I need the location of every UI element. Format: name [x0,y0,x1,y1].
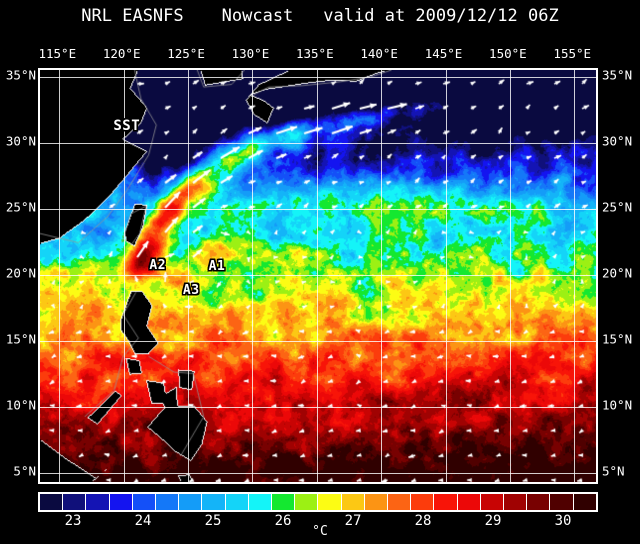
colorbar-cell [295,494,319,510]
title-validity: valid at 2009/12/12 06Z [323,6,559,26]
lon-tick-label: 125°E [167,46,205,61]
lat-tick-label-right: 5°N [602,463,625,479]
colorbar-tick-label: 24 [134,513,152,529]
lon-tick-label: 150°E [489,46,527,61]
colorbar-cell [179,494,203,510]
colorbar-cell [248,494,273,510]
colorbar-cell [63,494,87,510]
colorbar-cell [225,494,249,510]
colorbar[interactable] [38,492,598,512]
colorbar-cell [550,494,574,510]
colorbar-tick-label: 27 [344,513,362,529]
lat-tick-label-left: 35°N [5,67,36,83]
colorbar-tick-label: 23 [64,513,82,529]
lat-tick-label-left: 30°N [5,133,36,149]
colorbar-cell [388,494,412,510]
colorbar-cell [156,494,180,510]
page-title: NRL EASNFS Nowcast valid at 2009/12/12 06Z [0,6,640,26]
colorbar-cell [109,494,133,510]
lon-tick-label: 155°E [553,46,592,61]
title-product: Nowcast [221,6,294,26]
colorbar-tick-label: 25 [204,513,222,529]
colorbar-tick-label: 29 [484,513,502,529]
colorbar-cell [480,494,505,510]
colorbar-cell [411,494,435,510]
lon-tick-label: 120°E [102,46,141,61]
longitude-axis: 115°E 120°E 125°E 130°E 135°E 140°E 145°E 150°E… [0,46,640,64]
lat-tick-label-left: 15°N [5,331,36,347]
lat-tick-label-left: 10°N [5,397,36,413]
colorbar-cell [527,494,551,510]
lat-tick-label-left: 25°N [5,199,36,215]
colorbar-tick-label: 30 [554,513,572,529]
colorbar-cell [86,494,110,510]
colorbar-cell [504,494,528,510]
colorbar-cell [457,494,481,510]
lon-tick-label: 130°E [231,46,270,61]
lat-tick-label-right: 15°N [602,331,633,347]
colorbar-cell [272,494,296,510]
lat-tick-label-right: 35°N [602,67,633,83]
colorbar-tick-label: 26 [274,513,292,529]
colorbar-cell [364,494,389,510]
colorbar-cell [132,494,157,510]
colorbar-cell [573,494,596,510]
lat-tick-label-left: 5°N [13,463,36,479]
title-agency: NRL EASNFS [81,6,184,26]
lon-tick-label: 140°E [360,46,398,61]
colorbar-cell [318,494,342,510]
lat-tick-label-right: 30°N [602,133,633,149]
colorbar-unit-label: °C [312,524,328,539]
sst-field-canvas [40,70,596,482]
lat-tick-label-right: 20°N [602,265,633,281]
sst-map[interactable]: SST A2 A1 A3 [38,68,598,484]
colorbar-tick-label: 28 [414,513,432,529]
lat-tick-label-right: 10°N [602,397,633,413]
lon-tick-label: 145°E [424,46,463,61]
lon-tick-label: 135°E [295,46,334,61]
lat-tick-label-left: 20°N [5,265,36,281]
lon-tick-label: 115°E [38,46,77,61]
colorbar-cell [40,494,64,510]
colorbar-cell [341,494,365,510]
colorbar-cell [202,494,226,510]
lat-tick-label-right: 25°N [602,199,633,215]
colorbar-cell [434,494,458,510]
